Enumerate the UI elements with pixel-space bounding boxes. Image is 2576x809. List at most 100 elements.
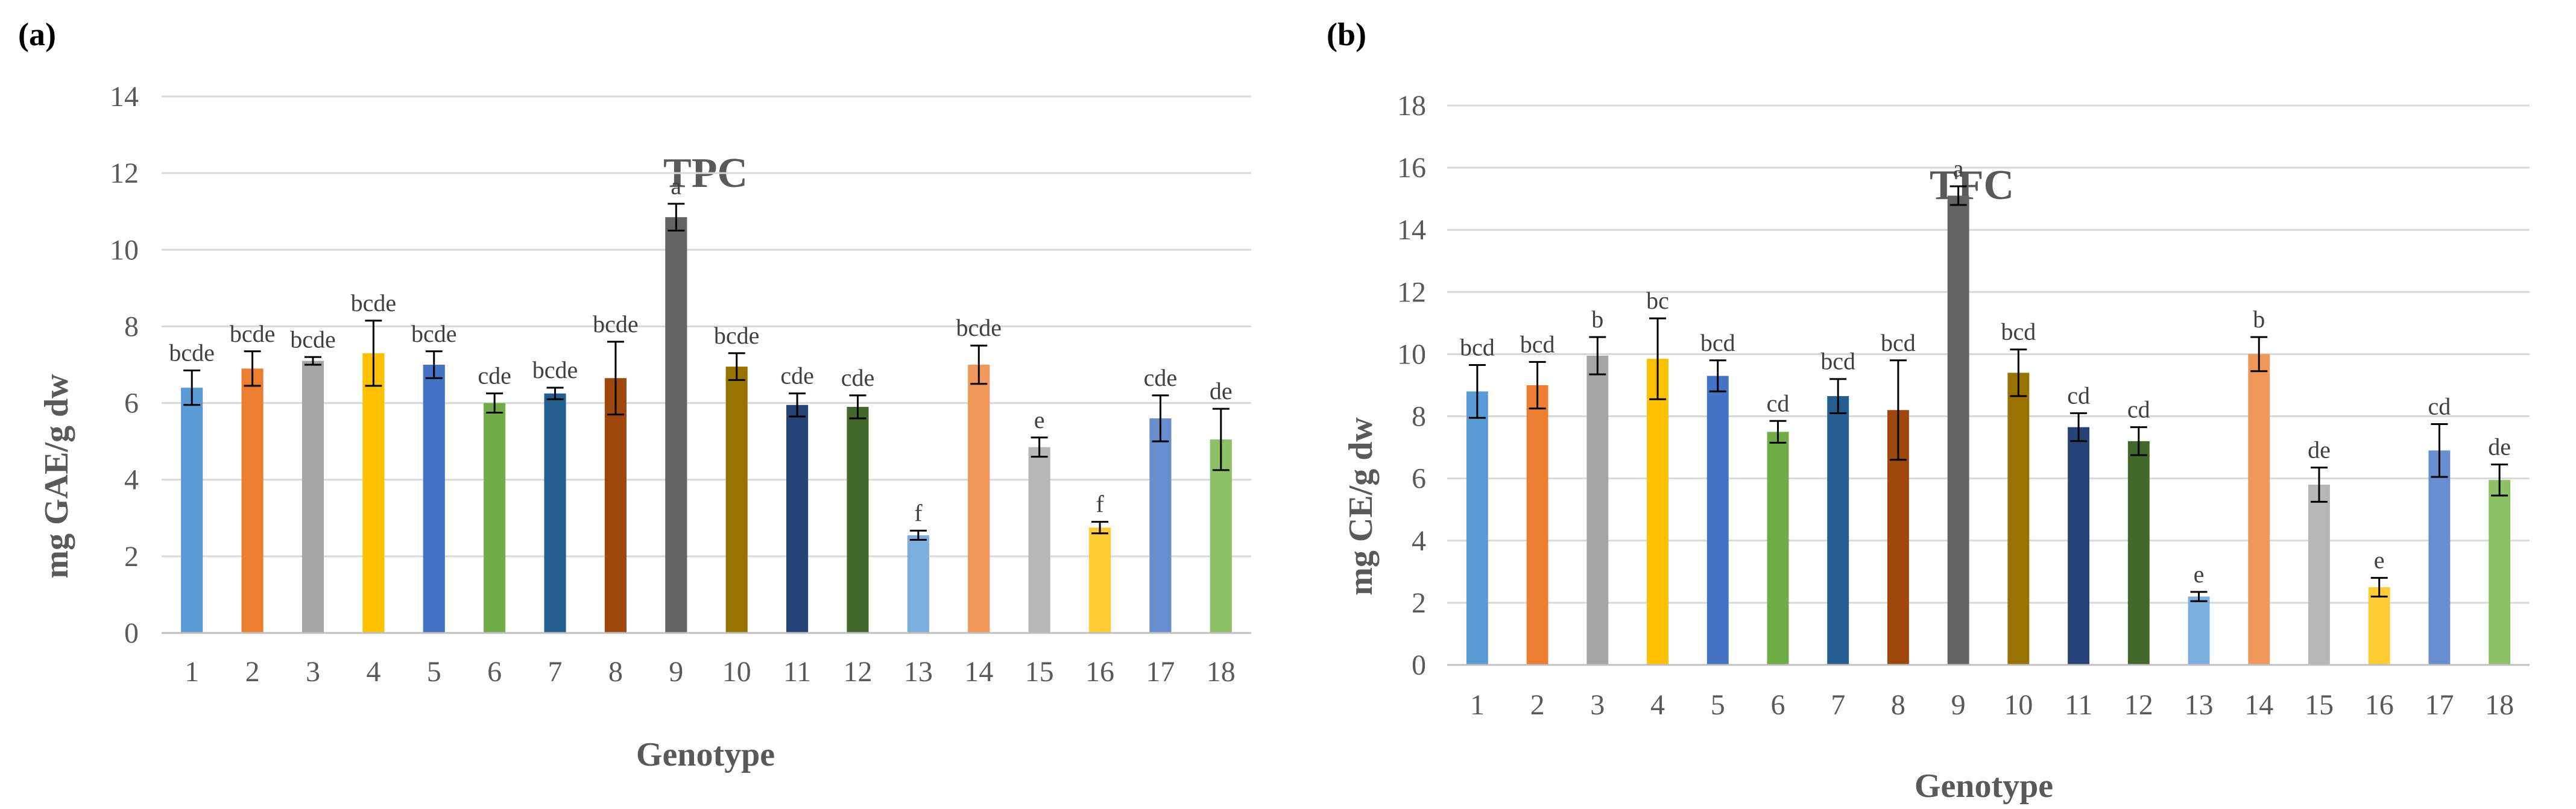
significance-label: bcde bbox=[714, 322, 760, 349]
significance-label: de bbox=[1210, 377, 1233, 404]
bar bbox=[1827, 396, 1849, 665]
y-tick-label: 0 bbox=[1412, 649, 1426, 681]
y-tick-label: 10 bbox=[110, 234, 139, 266]
y-tick-labels-a: 0 2 4 6 8 10 12 14 bbox=[110, 81, 139, 649]
x-tick-label: 5 bbox=[427, 656, 441, 688]
x-axis-title-a: Genotype bbox=[636, 736, 775, 773]
bars-a bbox=[181, 217, 1232, 633]
significance-label: cde bbox=[780, 362, 814, 389]
y-tick-label: 8 bbox=[124, 310, 139, 342]
bar bbox=[725, 367, 748, 633]
significance-label: e bbox=[2374, 547, 2385, 574]
bar bbox=[241, 368, 264, 633]
error-bars-b bbox=[1468, 185, 2508, 602]
y-tick-label: 12 bbox=[110, 157, 139, 189]
x-tick-label: 1 bbox=[185, 656, 199, 688]
significance-label: cd bbox=[2127, 396, 2150, 423]
bar bbox=[907, 535, 929, 633]
significance-label: bcd bbox=[1881, 329, 1916, 356]
x-tick-label: 2 bbox=[1530, 689, 1545, 721]
chart-panel-a: (a) TPC mg GAE/g dw Genotype 02468101214… bbox=[18, 16, 1251, 773]
bar bbox=[2127, 441, 2150, 665]
x-tick-label: 10 bbox=[722, 656, 751, 688]
bar bbox=[423, 365, 445, 633]
significance-label: bcde bbox=[411, 320, 457, 347]
significance-label: bcde bbox=[230, 320, 276, 347]
bar bbox=[1149, 418, 1172, 633]
x-tick-label: 13 bbox=[2185, 689, 2214, 721]
bar bbox=[1466, 391, 1488, 665]
significance-label: a bbox=[1953, 155, 1964, 182]
significance-label: f bbox=[1096, 491, 1104, 518]
bar bbox=[1767, 432, 1789, 665]
bars-b bbox=[1466, 195, 2511, 665]
y-tick-label: 12 bbox=[1397, 276, 1426, 308]
significance-label: e bbox=[1034, 406, 1045, 433]
x-tick-label: 4 bbox=[366, 656, 380, 688]
x-tick-label: 7 bbox=[1831, 689, 1845, 721]
x-tick-label: 8 bbox=[608, 656, 623, 688]
significance-label: bcd bbox=[1700, 329, 1735, 356]
gridlines-b bbox=[1447, 104, 2530, 604]
significance-label: de bbox=[2488, 433, 2511, 460]
bar bbox=[1706, 376, 1729, 665]
x-tick-label: 13 bbox=[904, 656, 933, 688]
bar bbox=[2188, 596, 2210, 665]
x-tick-label: 3 bbox=[1590, 689, 1605, 721]
significance-label: bcde bbox=[956, 314, 1002, 341]
y-axis-title-b: mg CE/g dw bbox=[1342, 417, 1380, 596]
x-tick-label: 12 bbox=[843, 656, 872, 688]
panel-label-b: (b) bbox=[1327, 16, 1366, 52]
y-tick-label: 4 bbox=[1412, 525, 1426, 557]
x-axis-title-b: Genotype bbox=[1915, 767, 2053, 805]
significance-label: bc bbox=[1646, 287, 1669, 314]
bar bbox=[2068, 427, 2090, 665]
y-tick-label: 8 bbox=[1412, 401, 1426, 433]
significance-label: bcd bbox=[2001, 318, 2036, 345]
chart-panel-b: (b) TFC mg CE/g dw Genotype 024681012141… bbox=[1327, 16, 2530, 805]
x-tick-label: 11 bbox=[783, 656, 811, 688]
bar bbox=[2248, 354, 2270, 665]
y-tick-label: 18 bbox=[1397, 90, 1426, 122]
significance-label: bcde bbox=[290, 326, 336, 353]
x-tick-label: 16 bbox=[1085, 656, 1114, 688]
x-tick-label: 17 bbox=[2425, 689, 2454, 721]
x-tick-label: 8 bbox=[1891, 689, 1905, 721]
x-tick-label: 17 bbox=[1146, 656, 1175, 688]
y-tick-label: 6 bbox=[124, 388, 139, 420]
y-tick-label: 2 bbox=[124, 541, 139, 573]
bar bbox=[484, 403, 506, 633]
x-tick-label: 10 bbox=[2004, 689, 2033, 721]
bar bbox=[181, 388, 203, 633]
significance-label: bcd bbox=[1820, 348, 1855, 375]
x-tick-label: 7 bbox=[548, 656, 563, 688]
significance-label: cde bbox=[841, 364, 875, 391]
y-tick-labels-b: 0 2 4 6 8 10 12 14 16 18 bbox=[1397, 90, 1426, 681]
x-tick-label: 2 bbox=[245, 656, 260, 688]
bar bbox=[1526, 385, 1548, 665]
x-tick-label: 16 bbox=[2365, 689, 2394, 721]
x-tick-label: 15 bbox=[2305, 689, 2334, 721]
significance-label: de bbox=[2308, 436, 2331, 464]
y-tick-label: 16 bbox=[1397, 152, 1426, 184]
significance-label: cd bbox=[1767, 389, 1790, 417]
x-tick-label: 4 bbox=[1650, 689, 1665, 721]
significance-label: cd bbox=[2067, 382, 2090, 409]
x-tick-label: 14 bbox=[2244, 689, 2273, 721]
x-tick-label: 3 bbox=[306, 656, 320, 688]
x-tick-labels-a: 1 2 3 4 5 6 7 8 9 10 11 12 13 14 15 16 17 18 bbox=[185, 656, 1236, 688]
x-tick-label: 18 bbox=[2485, 689, 2514, 721]
bar bbox=[1028, 447, 1050, 633]
bar bbox=[1947, 195, 1969, 665]
gridlines-a bbox=[162, 95, 1251, 558]
x-tick-label: 6 bbox=[487, 656, 502, 688]
y-axis-title-a: mg GAE/g dw bbox=[38, 374, 75, 579]
y-tick-label: 10 bbox=[1397, 338, 1426, 370]
significance-label: bcde bbox=[351, 289, 397, 316]
bar bbox=[2428, 450, 2451, 665]
significance-label: cde bbox=[478, 362, 511, 389]
x-tick-label: 12 bbox=[2124, 689, 2153, 721]
chart-title-b: TFC bbox=[1930, 162, 2014, 209]
significance-label: a bbox=[671, 172, 681, 200]
